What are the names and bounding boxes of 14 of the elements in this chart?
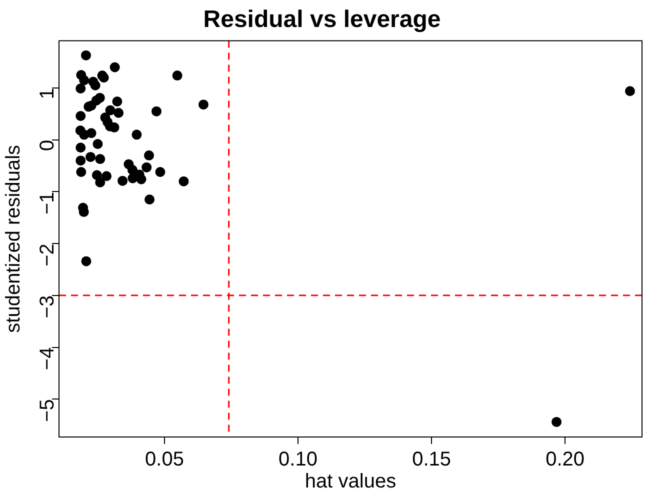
x-axis-title: hat values [304,470,396,493]
chart-title: Residual vs leverage [203,6,441,34]
x-tick-label: 0.20 [546,448,585,471]
x-tick-label: 0.10 [278,448,318,471]
y-tick-label: 1 [36,88,59,100]
x-tick-label: 0.15 [412,448,452,471]
y-axis-title: studentized residuals [2,144,25,333]
y-tick-label: 0 [36,140,59,151]
y-tick-label: −4 [36,347,59,370]
x-tick-label: 0.05 [145,448,184,471]
y-tick-label: −1 [36,192,59,215]
y-tick-label: −3 [36,295,59,318]
y-tick-label: −2 [36,244,59,266]
y-tick-label: −5 [36,399,59,422]
